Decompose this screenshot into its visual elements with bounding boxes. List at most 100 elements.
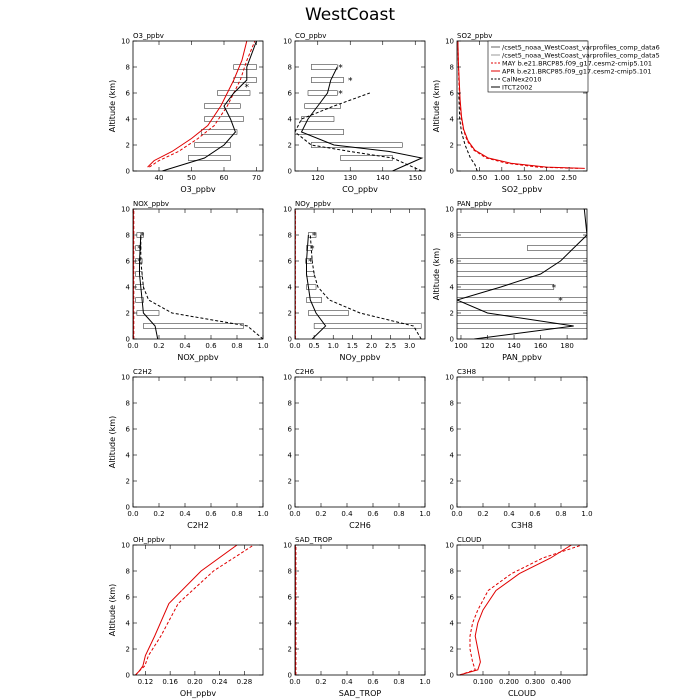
series-line-red-dash xyxy=(135,545,254,675)
series-line-red-dash xyxy=(457,41,579,169)
y-tick-label: 10 xyxy=(445,542,454,550)
obs-range-bar xyxy=(304,103,341,109)
y-tick-label: 10 xyxy=(283,206,292,214)
y-tick-label: 2 xyxy=(450,142,454,150)
legend-entry-label: APR b.e21.BRCP85.f09_g17.cesm2-cmip5.101 xyxy=(502,67,651,75)
series-line-black-dash xyxy=(295,92,423,171)
y-tick-label: 4 xyxy=(288,284,293,292)
figure-title: WestCoast xyxy=(305,5,395,25)
y-tick-label: 0 xyxy=(288,504,292,512)
x-tick-label: 1.0 xyxy=(581,510,592,518)
panel-nox-ppbv: ***0.0 0.2 0.4 0.6 0.8 1.00246810NOX_ppbvNOX_… xyxy=(121,200,268,362)
plot-area xyxy=(135,545,254,675)
y-tick-label: 8 xyxy=(450,400,454,408)
star-marker: * xyxy=(245,83,250,93)
x-tick-label: 0.16 xyxy=(162,678,178,686)
axes-frame xyxy=(132,376,264,508)
x-axis-label: C3H8 xyxy=(511,521,533,530)
star-marker: * xyxy=(310,245,315,255)
y-tick-label: 2 xyxy=(126,646,130,654)
star-marker: * xyxy=(308,258,313,268)
y-tick-label: 2 xyxy=(288,142,292,150)
x-tick-label: 1.0 xyxy=(257,510,268,518)
x-tick-label: 140 xyxy=(376,174,389,182)
series-line-red-dash xyxy=(149,41,256,168)
x-tick-label: 1.0 xyxy=(419,678,430,686)
x-tick-label: 50 xyxy=(187,174,196,182)
panel-pan-ppbv: **100 120 140 160 1800246810PAN_ppbvPAN_ppbv… xyxy=(432,200,588,362)
star-marker: * xyxy=(137,258,142,268)
panel-noy-ppbv: ***0.0 0.5 1.0 1.5 2.0 2.5 3.00246810NOy_ppbvN… xyxy=(283,200,426,362)
y-tick-label: 0 xyxy=(450,336,454,344)
y-axis-label: Altitude (km) xyxy=(432,80,441,132)
x-tick-label: 1.0 xyxy=(257,342,268,350)
y-tick-label: 4 xyxy=(450,620,455,628)
x-axis-label: SO2_ppbv xyxy=(502,185,543,194)
obs-range-bar xyxy=(457,323,587,329)
legend: /cset5_noaa_WestCoast_varprofiles_comp_d… xyxy=(487,40,660,93)
panel-title: NOy_ppbv xyxy=(295,200,331,208)
obs-range-bar xyxy=(306,271,315,277)
x-tick-label: 0.6 xyxy=(529,510,541,518)
plot-area xyxy=(459,545,582,675)
plot-area xyxy=(133,209,263,339)
x-axis-label: PAN_ppbv xyxy=(502,353,542,362)
axes-frame xyxy=(294,376,426,508)
y-tick-label: 2 xyxy=(126,310,130,318)
obs-range-bar xyxy=(457,284,555,290)
x-tick-label: 60 xyxy=(220,174,229,182)
y-tick-label: 2 xyxy=(288,646,292,654)
axes-frame xyxy=(132,40,264,172)
x-tick-label: 0.4 xyxy=(341,678,353,686)
axes-frame xyxy=(294,208,426,340)
y-tick-label: 4 xyxy=(126,620,131,628)
y-tick-label: 4 xyxy=(126,452,131,460)
x-tick-label: 0.0 xyxy=(127,342,138,350)
series-line-red-solid xyxy=(459,545,572,675)
x-axis-label: CO_ppbv xyxy=(342,185,378,194)
panel-sad-trop: 0.0 0.2 0.4 0.6 0.8 1.00246810SAD_TROPSAD_TRO… xyxy=(283,536,430,698)
x-axis-label: CLOUD xyxy=(508,689,536,698)
obs-range-bar xyxy=(308,310,349,316)
series-line-black-dash xyxy=(140,235,263,339)
x-tick-label: 120 xyxy=(481,342,494,350)
panel-title: C2H2 xyxy=(133,368,152,376)
axes-frame xyxy=(294,40,426,172)
series-line-black-dash xyxy=(458,92,478,171)
x-tick-label: 0.28 xyxy=(237,678,253,686)
obs-range-bar xyxy=(204,116,244,122)
panel-title: OH_ppbv xyxy=(133,536,165,544)
y-tick-label: 10 xyxy=(445,206,454,214)
x-tick-label: 130 xyxy=(344,174,357,182)
plot-area xyxy=(147,41,257,171)
legend-entry-label: ITCT2002 xyxy=(502,83,533,91)
panel-title: C3H8 xyxy=(457,368,476,376)
obs-range-bar xyxy=(201,129,238,135)
x-tick-label: 140 xyxy=(507,342,520,350)
series-line-red-dash xyxy=(459,545,582,675)
y-tick-label: 8 xyxy=(126,64,130,72)
y-tick-label: 2 xyxy=(450,646,454,654)
obs-range-bar xyxy=(188,155,231,161)
series-line-black-solid xyxy=(139,234,159,339)
y-tick-label: 8 xyxy=(450,64,454,72)
x-tick-label: 160 xyxy=(534,342,547,350)
y-tick-label: 4 xyxy=(288,116,293,124)
panel-title: CLOUD xyxy=(457,536,482,544)
x-tick-label: 1.0 xyxy=(419,510,430,518)
x-tick-label: 0.4 xyxy=(179,342,191,350)
axes-frame xyxy=(132,544,264,676)
panel-title: C2H6 xyxy=(295,368,315,376)
x-tick-label: 0.0 xyxy=(289,510,300,518)
x-tick-label: 70 xyxy=(252,174,261,182)
axes-frame xyxy=(294,544,426,676)
x-tick-label: 0.0 xyxy=(289,678,300,686)
x-axis-label: O3_ppbv xyxy=(180,185,216,194)
y-tick-label: 6 xyxy=(288,90,293,98)
obs-range-bar xyxy=(135,271,143,277)
obs-range-bar xyxy=(307,90,338,96)
y-tick-label: 4 xyxy=(288,452,293,460)
